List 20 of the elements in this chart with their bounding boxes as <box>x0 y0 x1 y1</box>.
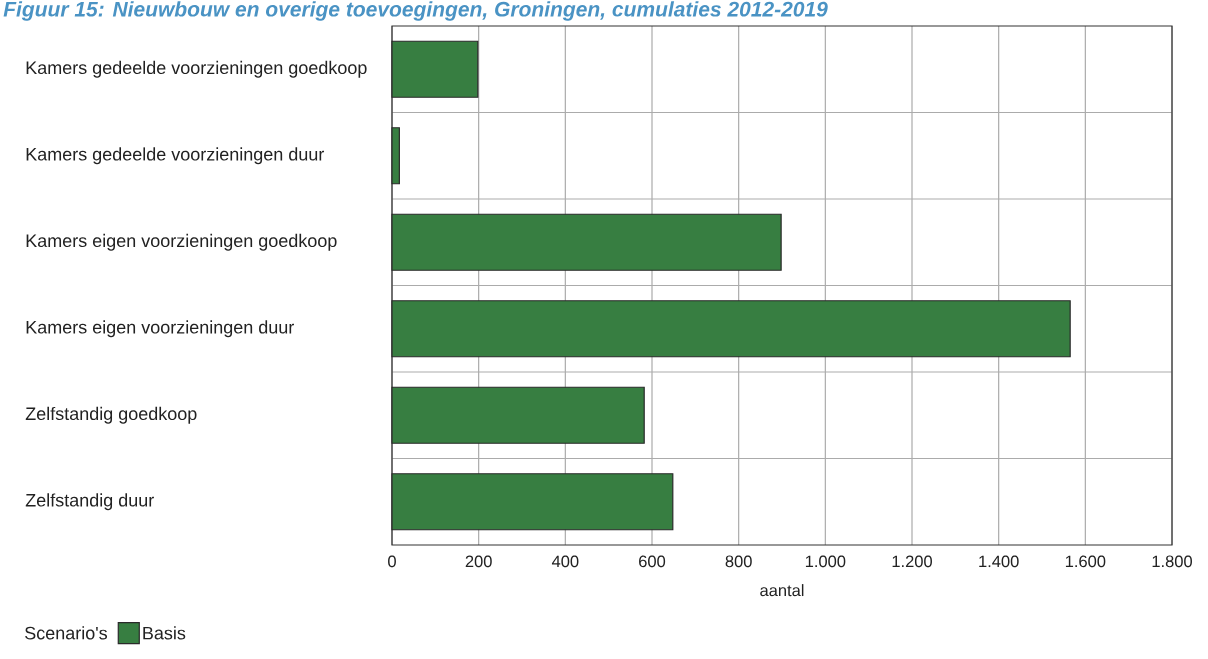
x-tick-label: 1.600 <box>1065 555 1106 568</box>
x-tick-label: 0 <box>388 555 396 568</box>
y-tick-label: Kamers eigen voorzieningen duur <box>26 320 294 338</box>
x-tick-label: 1.000 <box>805 555 846 568</box>
x-tick-label: 400 <box>551 555 579 568</box>
y-tick-label: Kamers gedeelde voorzieningen duur <box>26 147 325 165</box>
x-axis-title: aantal <box>760 584 804 597</box>
legend-title: Scenario's <box>25 626 108 640</box>
y-tick-label: Kamers gedeelde voorzieningen goedkoop <box>26 60 367 78</box>
legend-label: Basis <box>143 626 186 640</box>
y-tick-label: Zelfstandig duur <box>25 493 154 511</box>
x-tick-label: 1.200 <box>892 555 932 568</box>
x-tick-label: 600 <box>639 555 666 568</box>
chart-title: Figuur 15: Nieuwbouw en overige toevoegingen, Groningen, cumulaties 2012-2019 <box>3 1 828 21</box>
y-tick-label: Kamers eigen voorzieningen goedkoop <box>26 233 337 251</box>
y-tick-label: Zelfstandig goedkoop <box>25 406 197 424</box>
x-tick-label: 1.400 <box>979 555 1019 568</box>
x-tick-label: 200 <box>465 555 492 568</box>
x-tick-label: 800 <box>725 555 752 568</box>
x-tick-label: 1.800 <box>1152 555 1192 568</box>
